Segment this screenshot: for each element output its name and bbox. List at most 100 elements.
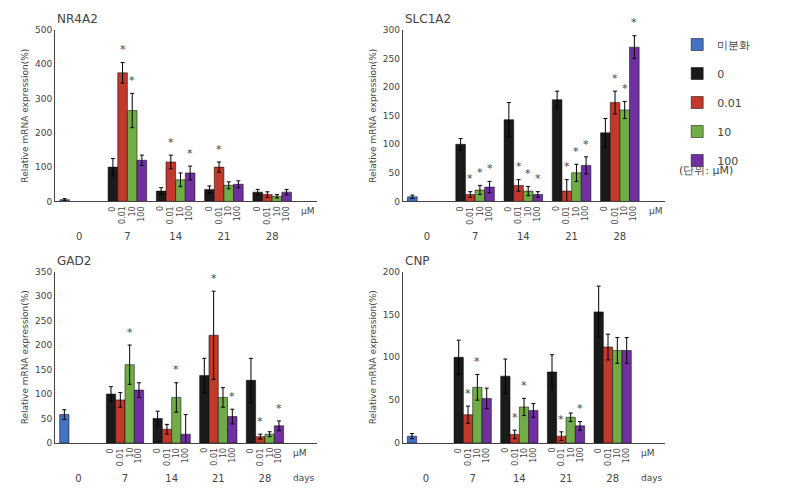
svg-text:100: 100 <box>134 448 143 463</box>
svg-text:0: 0 <box>253 206 262 211</box>
svg-text:0.01: 0.01 <box>210 448 219 466</box>
svg-text:100: 100 <box>35 162 52 172</box>
svg-text:*: * <box>129 74 135 87</box>
svg-text:0: 0 <box>600 206 609 211</box>
svg-text:28: 28 <box>259 473 272 484</box>
svg-text:*: * <box>173 363 179 376</box>
svg-text:0.01: 0.01 <box>118 206 127 224</box>
svg-text:days: days <box>293 473 315 483</box>
svg-text:0: 0 <box>394 438 400 448</box>
svg-text:*: * <box>467 172 473 185</box>
svg-text:μM: μM <box>293 448 307 458</box>
svg-text:0: 0 <box>153 448 162 453</box>
svg-text:0.01: 0.01 <box>464 448 473 466</box>
svg-text:50: 50 <box>388 168 400 178</box>
svg-text:CNP: CNP <box>405 254 430 268</box>
svg-text:100: 100 <box>717 155 738 168</box>
svg-text:500: 500 <box>35 25 52 35</box>
svg-text:28: 28 <box>614 231 627 242</box>
svg-text:7: 7 <box>124 231 130 242</box>
svg-text:300: 300 <box>35 291 52 301</box>
svg-text:*: * <box>521 379 527 392</box>
svg-text:μM: μM <box>649 206 663 216</box>
svg-text:0: 0 <box>552 206 561 211</box>
svg-text:*: * <box>512 411 518 424</box>
svg-text:0.01: 0.01 <box>263 207 272 225</box>
svg-text:0: 0 <box>46 438 52 448</box>
svg-text:0.01: 0.01 <box>215 207 224 225</box>
svg-text:28: 28 <box>266 231 279 242</box>
svg-text:SLC1A2: SLC1A2 <box>405 12 451 26</box>
svg-text:0: 0 <box>200 448 209 453</box>
svg-text:*: * <box>564 160 570 173</box>
svg-text:10: 10 <box>224 206 233 216</box>
svg-text:100: 100 <box>383 139 400 149</box>
svg-text:*: * <box>229 390 235 403</box>
svg-text:*: * <box>622 82 628 95</box>
svg-text:0.01: 0.01 <box>557 449 566 467</box>
svg-text:NR4A2: NR4A2 <box>57 12 98 26</box>
svg-text:0: 0 <box>205 206 214 211</box>
svg-text:200: 200 <box>35 128 52 138</box>
svg-text:0.01: 0.01 <box>511 448 520 466</box>
svg-text:10: 10 <box>176 207 185 217</box>
svg-text:*: * <box>168 136 174 149</box>
svg-text:Relative mRNA expression(%): Relative mRNA expression(%) <box>368 290 378 424</box>
svg-text:14: 14 <box>517 231 530 242</box>
svg-text:0: 0 <box>76 231 82 242</box>
svg-text:*: * <box>257 415 263 428</box>
svg-text:150: 150 <box>35 365 52 375</box>
svg-text:0.01: 0.01 <box>166 206 175 224</box>
svg-text:14: 14 <box>513 473 526 484</box>
svg-text:10: 10 <box>572 207 581 217</box>
svg-text:100: 100 <box>581 206 590 221</box>
svg-text:10: 10 <box>476 206 485 216</box>
svg-text:0: 0 <box>504 207 513 212</box>
svg-text:*: * <box>558 413 564 426</box>
svg-text:0: 0 <box>548 447 557 452</box>
svg-text:0.01: 0.01 <box>116 449 125 467</box>
svg-text:10: 10 <box>620 206 629 216</box>
svg-text:300: 300 <box>35 94 52 104</box>
svg-text:*: * <box>474 355 480 368</box>
svg-text:*: * <box>525 167 531 180</box>
svg-text:100: 100 <box>383 352 400 362</box>
svg-text:10: 10 <box>717 126 731 139</box>
svg-text:0: 0 <box>394 197 400 207</box>
svg-text:*: * <box>216 143 222 156</box>
svg-text:*: * <box>276 402 282 415</box>
svg-text:*: * <box>120 43 126 56</box>
svg-text:250: 250 <box>35 316 52 326</box>
svg-text:*: * <box>583 138 589 151</box>
svg-text:100: 100 <box>137 206 146 221</box>
svg-text:days: days <box>641 473 663 483</box>
svg-text:10: 10 <box>266 447 275 457</box>
svg-text:Relative mRNA expression(%): Relative mRNA expression(%) <box>20 49 30 183</box>
svg-text:μM: μM <box>301 206 315 216</box>
svg-text:μM: μM <box>641 448 655 458</box>
svg-text:0: 0 <box>108 207 117 212</box>
svg-text:21: 21 <box>565 231 578 242</box>
svg-text:Relative mRNA expression(%): Relative mRNA expression(%) <box>20 290 30 424</box>
svg-text:0: 0 <box>106 448 115 453</box>
svg-text:200: 200 <box>383 267 400 277</box>
svg-text:0: 0 <box>246 448 255 453</box>
svg-text:10: 10 <box>613 448 622 458</box>
svg-text:100: 100 <box>274 448 283 463</box>
svg-text:10: 10 <box>128 206 137 216</box>
svg-text:7: 7 <box>470 473 476 484</box>
svg-text:14: 14 <box>165 473 178 484</box>
svg-text:100: 100 <box>35 389 52 399</box>
svg-text:10: 10 <box>520 448 529 458</box>
svg-text:*: * <box>127 326 133 339</box>
svg-text:50: 50 <box>41 414 53 424</box>
svg-text:100: 100 <box>533 206 542 221</box>
svg-text:Relative mRNA expression(%): Relative mRNA expression(%) <box>368 49 378 183</box>
svg-text:*: * <box>187 147 193 160</box>
svg-text:28: 28 <box>606 473 619 484</box>
svg-text:*: * <box>465 387 471 400</box>
svg-text:*: * <box>487 162 493 175</box>
svg-text:14: 14 <box>169 231 182 242</box>
svg-text:7: 7 <box>472 231 478 242</box>
svg-text:*: * <box>577 402 583 415</box>
